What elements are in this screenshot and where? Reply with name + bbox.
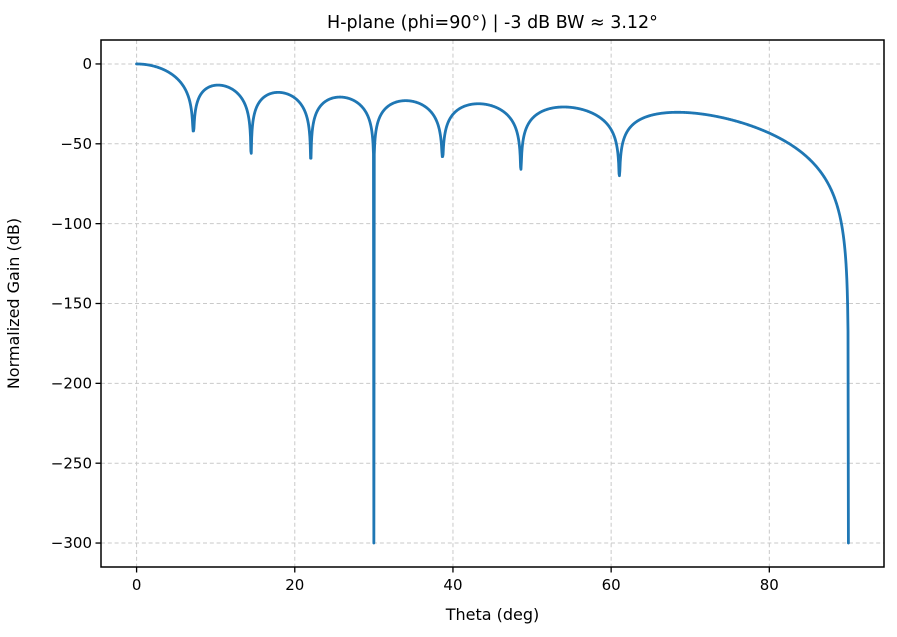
x-tick-label: 80 bbox=[760, 576, 779, 594]
y-axis-label: Normalized Gain (dB) bbox=[4, 218, 23, 389]
y-tick-label: −200 bbox=[51, 375, 92, 393]
x-axis-label: Theta (deg) bbox=[445, 605, 540, 624]
x-tick-label: 60 bbox=[602, 576, 621, 594]
gain-curve bbox=[135, 62, 850, 545]
y-tick-label: −150 bbox=[51, 295, 92, 313]
y-tick-label: −50 bbox=[60, 135, 92, 153]
x-tick-label: 40 bbox=[443, 576, 462, 594]
y-tick-label: −300 bbox=[51, 534, 92, 552]
grid-layer bbox=[101, 40, 884, 567]
y-tick-label: 0 bbox=[82, 55, 92, 73]
y-tick-label: −250 bbox=[51, 454, 92, 472]
x-tick-label: 20 bbox=[285, 576, 304, 594]
x-tick-label: 0 bbox=[132, 576, 142, 594]
curve-layer bbox=[135, 62, 850, 545]
chart-title: H-plane (phi=90°) | -3 dB BW ≈ 3.12° bbox=[327, 13, 658, 33]
tick-layer: 0 20 40 60 80 0 −50 −100 −150 −200 −250 −300 bbox=[51, 55, 779, 594]
y-tick-label: −100 bbox=[51, 215, 92, 233]
